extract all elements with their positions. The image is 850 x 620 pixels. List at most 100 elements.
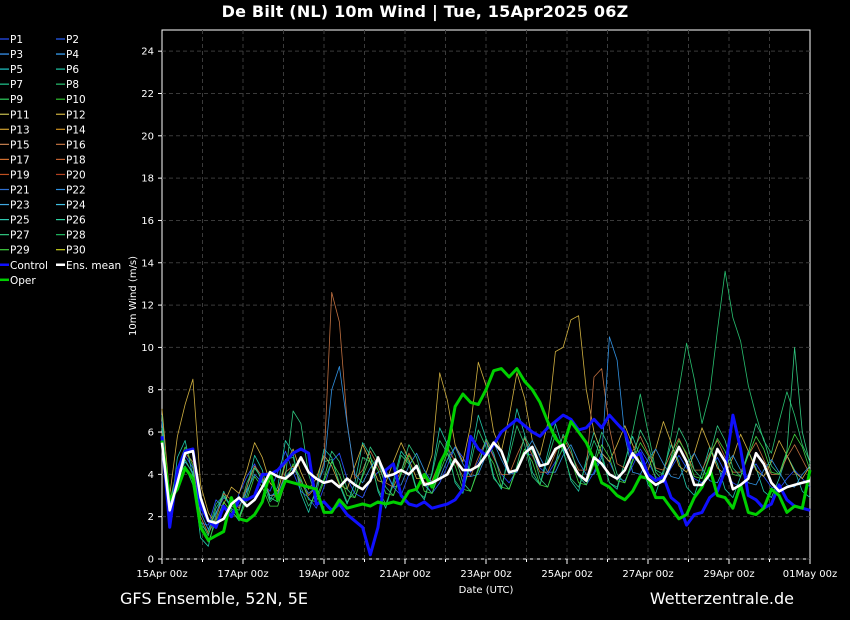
legend-item-p24: P24 (56, 200, 86, 212)
y-tick-label: 18 (141, 174, 154, 185)
legend-label: P5 (10, 64, 23, 76)
chart-title: De Bilt (NL) 10m Wind | Tue, 15Apr2025 0… (221, 2, 629, 21)
x-tick-label: 15Apr 00z (136, 569, 187, 580)
legend-item-p20: P20 (56, 169, 86, 181)
legend-item-ens-mean: Ens. mean (56, 260, 121, 272)
legend-item-p14: P14 (56, 124, 86, 136)
y-tick-label: 10 (141, 343, 154, 354)
legend-label: P18 (66, 154, 86, 166)
legend-item-p30: P30 (56, 245, 86, 257)
series-line-p8 (161, 270, 811, 532)
x-tick-label: 01May 00z (783, 569, 838, 580)
legend-item-control: Control (0, 260, 48, 272)
legend-item-p23: P23 (0, 200, 30, 212)
legend-label: P30 (66, 245, 86, 257)
legend-item-p3: P3 (0, 49, 23, 61)
legend-item-p22: P22 (56, 185, 86, 197)
legend-label: P3 (10, 49, 23, 61)
legend-item-p13: P13 (0, 124, 30, 136)
series-line-p12 (161, 315, 811, 526)
legend-label: P23 (10, 200, 30, 212)
legend-item-p8: P8 (56, 79, 79, 91)
y-axis-label: 10m Wind (m/s) (128, 256, 139, 336)
y-tick-label: 22 (141, 89, 154, 100)
legend-label: Oper (10, 275, 36, 287)
legend-item-oper: Oper (0, 275, 36, 287)
legend-item-p25: P25 (0, 215, 30, 227)
legend-item-p28: P28 (56, 230, 86, 242)
legend-item-p1: P1 (0, 34, 23, 46)
legend-label: P19 (10, 169, 30, 181)
legend-item-p11: P11 (0, 109, 30, 121)
legend-label: P10 (66, 94, 86, 106)
y-tick-label: 2 (148, 512, 154, 523)
legend-label: P24 (66, 200, 86, 212)
legend-label: P17 (10, 154, 30, 166)
legend-item-p29: P29 (0, 245, 30, 257)
y-tick-label: 4 (148, 470, 154, 481)
legend-label: P28 (66, 230, 86, 242)
y-tick-label: 24 (141, 47, 154, 58)
legend-label: P15 (10, 139, 30, 151)
legend-item-p16: P16 (56, 139, 86, 151)
legend-label: P9 (10, 94, 23, 106)
x-tick-label: 29Apr 00z (703, 569, 754, 580)
y-tick-label: 8 (148, 385, 154, 396)
legend-label: P16 (66, 139, 86, 151)
x-tick-label: 27Apr 00z (622, 569, 673, 580)
grid (162, 30, 810, 560)
legend-label: P6 (66, 64, 79, 76)
legend-item-p12: P12 (56, 109, 86, 121)
legend-label: P14 (66, 124, 86, 136)
legend-label: P27 (10, 230, 30, 242)
x-tick-label: 19Apr 00z (298, 569, 349, 580)
x-tick-label: 17Apr 00z (217, 569, 268, 580)
x-tick-label: 23Apr 00z (460, 569, 511, 580)
legend-item-p4: P4 (56, 49, 79, 61)
x-tick-label: 25Apr 00z (541, 569, 592, 580)
y-tick-label: 16 (141, 216, 154, 227)
legend-item-p10: P10 (56, 94, 86, 106)
legend-label: P29 (10, 245, 30, 257)
series-line-p29 (161, 433, 811, 543)
legend-item-p6: P6 (56, 64, 79, 76)
legend-label: P25 (10, 215, 30, 227)
x-tick-label: 21Apr 00z (379, 569, 430, 580)
legend-item-p19: P19 (0, 169, 30, 181)
legend-label: P1 (10, 34, 23, 46)
legend-label: P22 (66, 185, 86, 197)
legend-label: P4 (66, 49, 79, 61)
legend-item-p5: P5 (0, 64, 23, 76)
legend-label: Control (10, 260, 48, 272)
legend-item-p2: P2 (56, 34, 79, 46)
legend-item-p27: P27 (0, 230, 30, 242)
site-credit: Wetterzentrale.de (649, 589, 794, 608)
legend-label: P20 (66, 169, 86, 181)
legend-item-p21: P21 (0, 185, 30, 197)
y-tick-label: 14 (141, 258, 154, 269)
legend-item-p18: P18 (56, 154, 86, 166)
y-tick-label: 6 (148, 428, 154, 439)
legend-label: P21 (10, 185, 30, 197)
x-axis-label: Date (UTC) (459, 585, 514, 596)
legend-label: P13 (10, 124, 30, 136)
legend-item-p26: P26 (56, 215, 86, 227)
series-group (160, 270, 812, 557)
legend-label: P2 (66, 34, 79, 46)
legend-label: P7 (10, 79, 23, 91)
y-tick-label: 20 (141, 131, 154, 142)
series-line-ens-mean (160, 441, 811, 525)
legend-label: P8 (66, 79, 79, 91)
legend-item-p7: P7 (0, 79, 23, 91)
legend-label: P26 (66, 215, 86, 227)
legend-item-p15: P15 (0, 139, 30, 151)
legend-label: P11 (10, 109, 30, 121)
model-source-label: GFS Ensemble, 52N, 5E (120, 589, 308, 608)
legend-item-p17: P17 (0, 154, 30, 166)
legend-label: P12 (66, 109, 86, 121)
y-tick-label: 12 (141, 301, 154, 312)
y-tick-label: 0 (148, 555, 154, 566)
legend-item-p9: P9 (0, 94, 23, 106)
